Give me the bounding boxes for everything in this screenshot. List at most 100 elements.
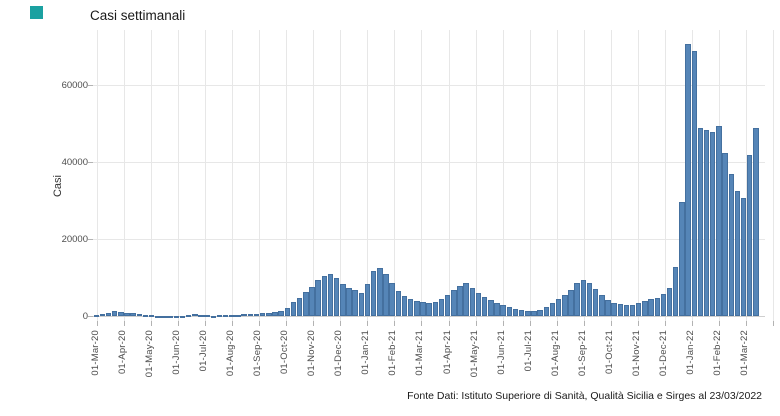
x-tick-mark (448, 321, 450, 326)
x-tick-mark (583, 321, 585, 326)
x-tick-label: 01-Apr-20 (117, 330, 129, 375)
bar (185, 314, 192, 317)
bar (710, 132, 716, 316)
bar (716, 125, 722, 316)
bar (309, 286, 315, 316)
bar (414, 300, 420, 316)
bar (457, 285, 463, 316)
y-tick-label: 0 (82, 311, 88, 322)
bar (740, 198, 747, 316)
bar (592, 289, 599, 316)
bar (99, 314, 106, 317)
x-tick-mark (773, 321, 774, 326)
bar (383, 273, 389, 316)
bar (475, 292, 482, 316)
zero-line (93, 316, 765, 317)
x-tick-label: 01-Jun-21 (495, 330, 507, 375)
bar (290, 302, 297, 316)
x-tick-label: 01-Aug-21 (549, 330, 561, 377)
y-gridline (93, 85, 765, 86)
x-tick-label: 01-Jun-20 (171, 330, 183, 375)
x-gridline (367, 30, 369, 321)
x-tick-mark (124, 321, 126, 326)
bar (703, 130, 710, 316)
bar (216, 315, 223, 318)
x-tick-mark (205, 321, 207, 326)
x-tick-mark (529, 321, 531, 326)
bar (728, 173, 734, 316)
x-gridline (610, 30, 612, 321)
x-tick-mark (151, 321, 153, 326)
bar (296, 297, 303, 316)
bar (395, 290, 402, 316)
x-gridline (259, 30, 261, 321)
bar (642, 301, 648, 316)
bar (278, 311, 284, 316)
bar (722, 153, 728, 316)
bar (697, 127, 704, 316)
bar (229, 315, 235, 318)
bar (161, 315, 167, 318)
bar (562, 294, 568, 316)
bar (198, 315, 204, 318)
x-tick-label: 01-Oct-20 (279, 330, 291, 375)
bar (315, 279, 321, 316)
bar (259, 313, 266, 316)
bar (469, 287, 476, 316)
x-tick-mark (502, 321, 504, 326)
bar (210, 315, 217, 318)
x-tick-label: 01-May-21 (468, 330, 480, 378)
x-gridline (529, 30, 531, 321)
x-tick-label: 01-Jan-22 (684, 330, 696, 375)
x-tick-mark (178, 321, 180, 326)
bar (370, 270, 377, 316)
y-tick-label: 20000 (61, 234, 88, 245)
x-gridline (556, 30, 558, 321)
x-gridline (421, 30, 423, 321)
bar (568, 289, 574, 316)
bar (636, 303, 642, 316)
x-tick-label: 01-Dec-21 (657, 330, 669, 377)
bar (173, 315, 180, 318)
x-tick-label: 01-Oct-21 (603, 330, 615, 375)
bar (747, 155, 753, 316)
bar (124, 312, 130, 316)
bar (623, 305, 630, 316)
y-tick-mark (88, 85, 93, 86)
y-tick-mark (88, 316, 93, 317)
y-axis-title: Casi (52, 175, 64, 198)
x-gridline (745, 30, 747, 321)
y-tick-mark (88, 239, 93, 240)
x-gridline (637, 30, 639, 321)
x-tick-mark (97, 321, 98, 326)
x-tick-mark (637, 321, 639, 326)
x-tick-mark (664, 321, 666, 326)
bar (451, 289, 457, 316)
x-tick-label: 01-Mar-20 (90, 330, 101, 376)
bar (136, 314, 143, 317)
bar (444, 294, 451, 316)
bar (654, 297, 660, 316)
bar (303, 291, 309, 316)
bar (753, 128, 759, 316)
bar (685, 44, 691, 316)
bar (192, 314, 198, 317)
x-tick-mark (259, 321, 261, 326)
x-tick-label: 01-Jul-21 (522, 330, 534, 372)
bar (284, 307, 291, 316)
bar (241, 314, 247, 317)
x-tick-label: 01-Jul-20 (198, 330, 210, 372)
bar (494, 302, 500, 316)
x-tick-label: 01-Dec-20 (333, 330, 345, 377)
x-tick-mark (691, 321, 693, 326)
y-tick-label: 40000 (61, 157, 88, 168)
bar (266, 312, 272, 316)
x-tick-mark (286, 321, 288, 326)
bar (401, 295, 408, 316)
x-tick-label: 01-Mar-21 (414, 330, 426, 376)
bar (666, 288, 673, 316)
bar (605, 299, 611, 316)
x-tick-label: 01-Aug-20 (225, 330, 237, 377)
chart-title: Casi settimanali (90, 8, 186, 23)
bar (617, 304, 623, 316)
